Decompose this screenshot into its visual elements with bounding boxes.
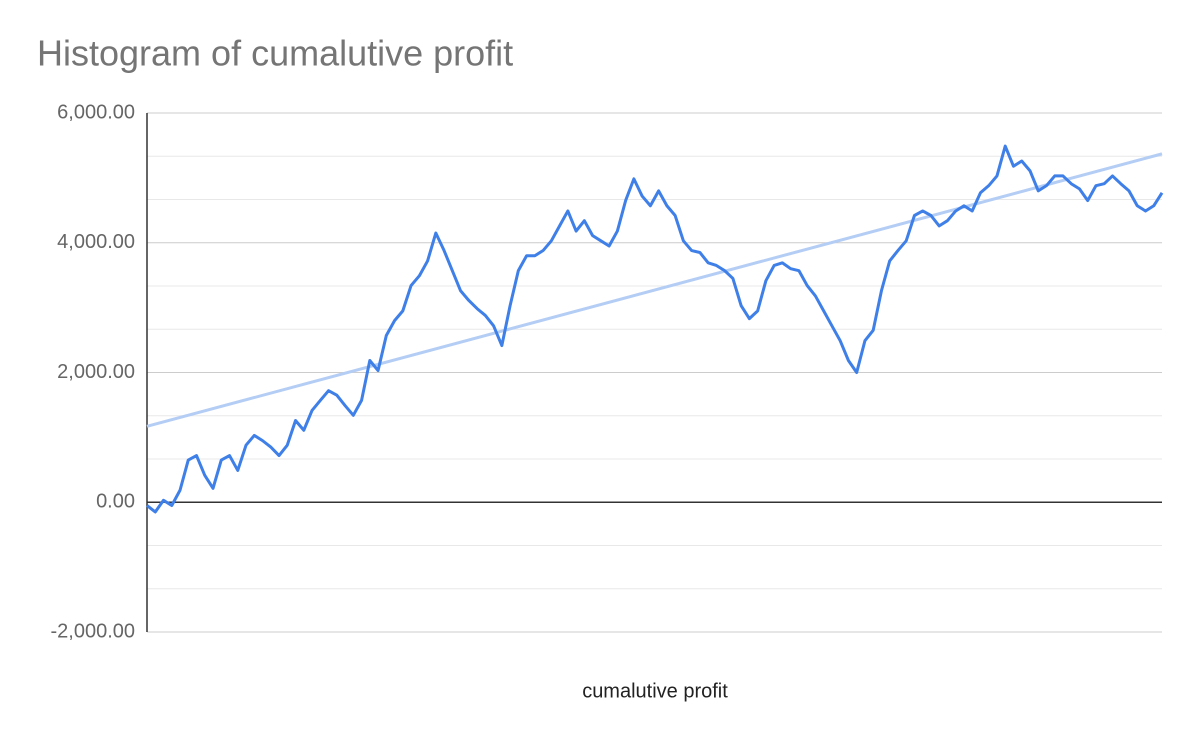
- y-tick-label: 2,000.00: [57, 361, 135, 383]
- y-tick-label: -2,000.00: [50, 620, 135, 642]
- y-tick-label: 0.00: [96, 491, 135, 513]
- x-axis-label: cumalutive profit: [582, 680, 728, 702]
- data-line: [146, 144, 1164, 514]
- y-tick-label: 6,000.00: [57, 101, 135, 123]
- y-tick-label: 4,000.00: [57, 231, 135, 253]
- trendline: [146, 152, 1163, 428]
- chart-title: Histogram of cumalutive profit: [37, 33, 513, 74]
